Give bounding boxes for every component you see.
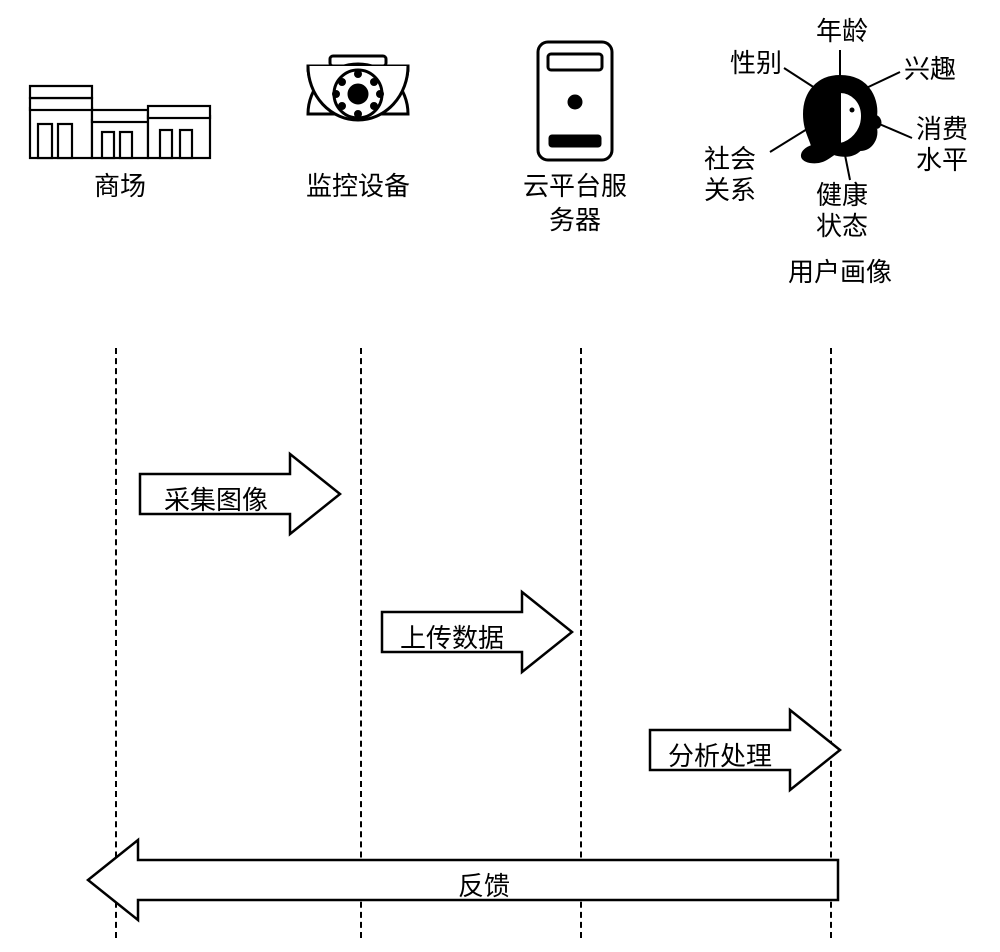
camera-icon (278, 20, 438, 170)
arrow-analyze: 分析处理 (640, 700, 850, 800)
tag-gender: 性别 (730, 48, 782, 79)
camera-column: 监控设备 (278, 20, 438, 204)
tag-age: 年龄 (816, 16, 868, 47)
arrow-feedback-label: 反馈 (458, 866, 510, 903)
diagram-stage: 商场 (0, 0, 1000, 952)
arrow-collect: 采集图像 (130, 444, 350, 544)
mall-label: 商场 (20, 170, 220, 204)
arrow-analyze-label: 分析处理 (668, 736, 772, 773)
icon-row: 商场 (0, 20, 1000, 340)
arrow-feedback: 反馈 (78, 830, 848, 930)
tag-health: 健康 状态 (816, 180, 868, 242)
server-label: 云平台服 务器 (490, 170, 660, 238)
server-column: 云平台服 务器 (490, 20, 660, 238)
mall-column: 商场 (20, 20, 220, 204)
tag-consumption: 消费 水平 (916, 114, 968, 176)
tag-social: 社会 关系 (704, 144, 756, 206)
arrow-upload: 上传数据 (372, 582, 582, 682)
server-icon (490, 20, 660, 170)
mall-icon (20, 20, 220, 170)
camera-label: 监控设备 (278, 170, 438, 204)
profile-label: 用户画像 (700, 256, 980, 290)
arrow-upload-label: 上传数据 (400, 618, 504, 655)
arrow-collect-label: 采集图像 (164, 480, 268, 517)
tag-interest: 兴趣 (904, 54, 956, 85)
profile-column: 年龄 性别 兴趣 消费 水平 社会 关系 健康 状态 用户画像 (700, 20, 980, 290)
